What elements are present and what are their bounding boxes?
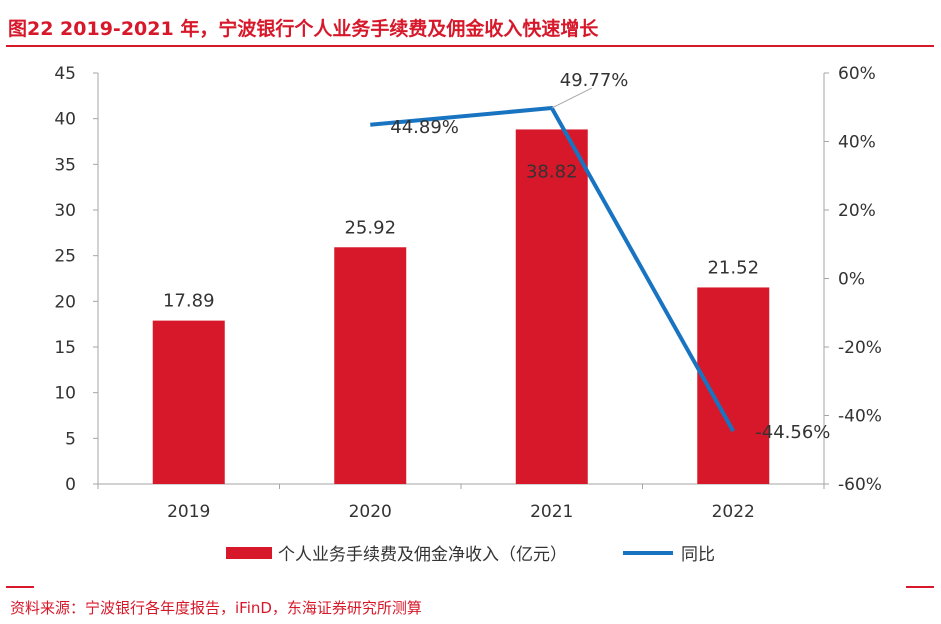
left-tick-label: 40 [54, 110, 76, 130]
legend-line-swatch [623, 550, 673, 555]
bar-2021 [515, 129, 588, 484]
bar-value-label: 25.92 [344, 217, 396, 238]
right-tick-label: 20% [838, 201, 876, 221]
right-tick-label: -20% [838, 338, 882, 358]
x-tick-label: 2021 [530, 502, 573, 522]
source-note: 资料来源：宁波银行各年度报告，iFinD，东海证券研究所测算 [10, 599, 422, 617]
right-tick-label: 60% [838, 64, 876, 84]
bar-value-label: 38.82 [526, 161, 578, 182]
legend-bar-label: 个人业务手续费及佣金净收入（亿元） [278, 545, 567, 565]
chart-legend: 个人业务手续费及佣金净收入（亿元） 同比 [0, 540, 941, 565]
x-tick-label: 2022 [712, 502, 755, 522]
left-tick-label: 25 [54, 247, 76, 267]
line-label-leader [551, 87, 592, 109]
legend-line-label: 同比 [681, 545, 715, 565]
left-tick-label: 5 [65, 429, 76, 449]
left-tick-label: 20 [54, 292, 76, 312]
right-tick-label: 40% [838, 133, 876, 153]
chart-title: 图22 2019-2021 年，宁波银行个人业务手续费及佣金收入快速增长 [8, 18, 599, 40]
left-tick-label: 45 [54, 64, 76, 84]
right-tick-label: -40% [838, 407, 882, 427]
left-tick-label: 30 [54, 201, 76, 221]
title-divider [6, 45, 934, 47]
left-tick-label: 15 [54, 338, 76, 358]
line-value-label: -44.56% [755, 422, 830, 443]
x-tick-label: 2020 [349, 502, 392, 522]
legend-bar-swatch [226, 546, 272, 559]
left-tick-label: 0 [65, 475, 76, 495]
left-tick-label: 10 [54, 384, 76, 404]
bar-2020 [334, 247, 407, 484]
bar-value-label: 17.89 [163, 291, 215, 312]
right-tick-label: -60% [838, 475, 882, 495]
legend-item-bar: 个人业务手续费及佣金净收入（亿元） [226, 540, 567, 565]
line-value-label: 49.77% [560, 70, 629, 91]
bar-2019 [152, 320, 225, 484]
footer-rule-left [6, 586, 34, 588]
right-tick-label: 0% [838, 270, 865, 290]
legend-item-line: 同比 [623, 540, 715, 565]
line-value-label: 44.89% [390, 117, 459, 138]
left-tick-label: 35 [54, 155, 76, 175]
bar-value-label: 21.52 [707, 257, 759, 278]
footer-rule-right [906, 586, 934, 588]
x-tick-label: 2019 [167, 502, 210, 522]
